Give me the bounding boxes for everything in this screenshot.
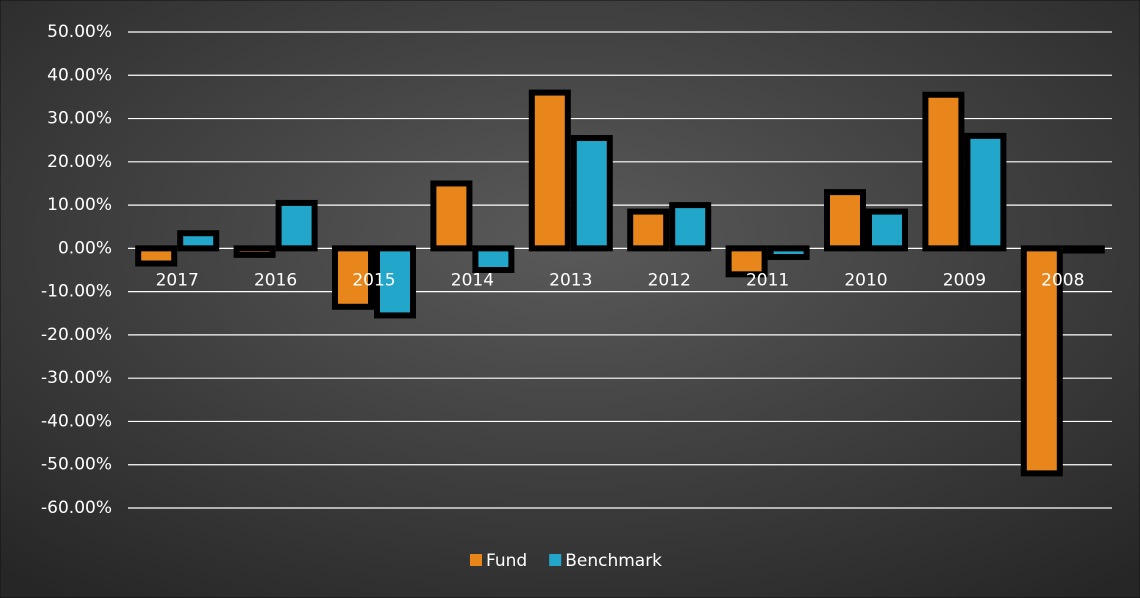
x-tick-label: 2017 bbox=[156, 270, 199, 290]
bar bbox=[570, 135, 613, 252]
x-tick-label: 2014 bbox=[451, 270, 494, 290]
y-tick-label: 50.00% bbox=[47, 22, 112, 42]
bar bbox=[1020, 245, 1063, 477]
y-tick-label: -40.00% bbox=[41, 411, 112, 431]
y-tick-label: -10.00% bbox=[41, 282, 112, 302]
x-tick-label: 2009 bbox=[943, 270, 986, 290]
y-tick-label: -20.00% bbox=[41, 325, 112, 345]
bar bbox=[275, 199, 318, 252]
bar bbox=[725, 245, 768, 278]
bar bbox=[233, 245, 276, 258]
bar bbox=[1062, 245, 1105, 254]
x-tick-label: 2015 bbox=[352, 270, 395, 290]
bar bbox=[332, 245, 374, 310]
x-tick-label: 2011 bbox=[746, 270, 789, 290]
bar bbox=[374, 245, 416, 319]
legend-label: Benchmark bbox=[565, 551, 662, 571]
bar bbox=[824, 189, 866, 252]
y-tick-label: 20.00% bbox=[47, 152, 112, 172]
bar bbox=[177, 230, 220, 252]
x-tick-label: 2013 bbox=[549, 270, 592, 290]
y-tick-label: 0.00% bbox=[58, 238, 112, 258]
legend-label: Fund bbox=[486, 551, 527, 571]
bar bbox=[627, 208, 670, 252]
bar bbox=[669, 202, 712, 252]
bar bbox=[866, 208, 908, 252]
y-tick-label: 30.00% bbox=[47, 109, 112, 129]
bar bbox=[922, 91, 965, 252]
bar bbox=[430, 180, 473, 252]
x-tick-label: 2016 bbox=[254, 270, 297, 290]
bar bbox=[528, 89, 571, 252]
bar bbox=[472, 245, 515, 273]
x-tick-label: 2010 bbox=[844, 270, 887, 290]
legend-swatch bbox=[549, 554, 562, 566]
x-tick-label: 2012 bbox=[648, 270, 691, 290]
bar bbox=[767, 245, 810, 261]
legend-swatch bbox=[470, 554, 482, 566]
y-tick-label: -50.00% bbox=[41, 455, 112, 475]
y-tick-label: -30.00% bbox=[41, 368, 112, 388]
bar bbox=[964, 132, 1007, 252]
x-tick-label: 2008 bbox=[1041, 270, 1084, 290]
y-tick-label: 10.00% bbox=[47, 195, 112, 215]
bar bbox=[135, 245, 178, 267]
y-tick-label: 40.00% bbox=[47, 65, 112, 85]
y-tick-label: -60.00% bbox=[41, 498, 112, 518]
